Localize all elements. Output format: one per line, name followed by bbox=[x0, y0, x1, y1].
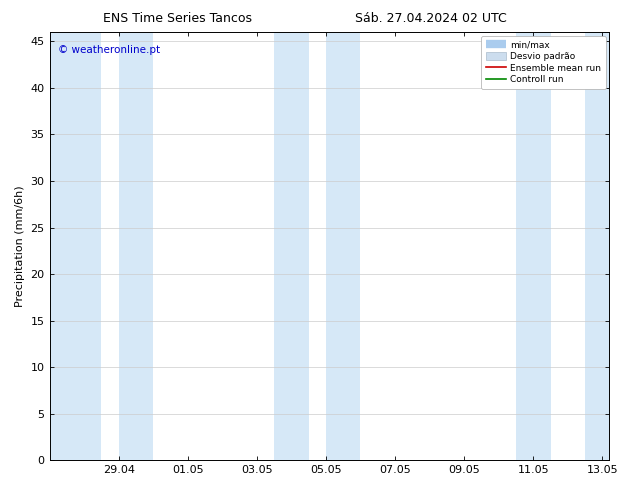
Y-axis label: Precipitation (mm/6h): Precipitation (mm/6h) bbox=[15, 185, 25, 307]
Bar bbox=[49, 32, 101, 460]
Bar bbox=[119, 32, 153, 460]
Text: © weatheronline.pt: © weatheronline.pt bbox=[58, 45, 160, 55]
Bar bbox=[585, 32, 609, 460]
Bar bbox=[516, 32, 550, 460]
Text: Sáb. 27.04.2024 02 UTC: Sáb. 27.04.2024 02 UTC bbox=[355, 12, 507, 25]
Legend: min/max, Desvio padrão, Ensemble mean run, Controll run: min/max, Desvio padrão, Ensemble mean ru… bbox=[481, 36, 605, 89]
Text: ENS Time Series Tancos: ENS Time Series Tancos bbox=[103, 12, 252, 25]
Bar bbox=[274, 32, 309, 460]
Bar bbox=[326, 32, 361, 460]
